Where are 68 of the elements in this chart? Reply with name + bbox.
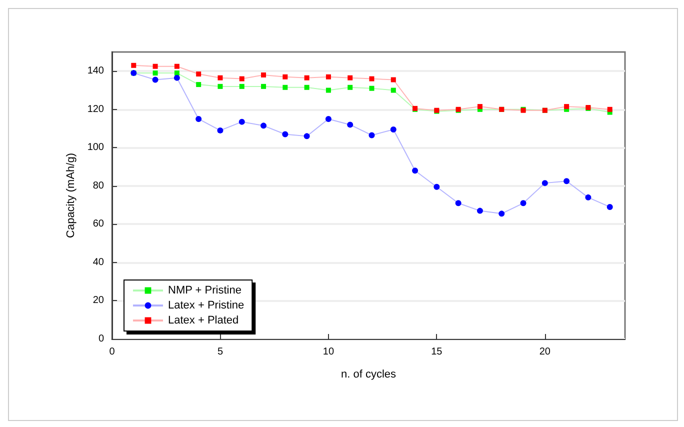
y-tick-label: 120	[87, 104, 104, 115]
y-tick-label: 40	[92, 256, 104, 268]
point	[239, 84, 244, 89]
y-tick-label: 60	[92, 218, 104, 230]
point	[325, 116, 332, 122]
point	[260, 122, 267, 129]
y-tick-label: 80	[92, 180, 104, 192]
x-tick-label: 10	[322, 346, 334, 358]
point	[152, 64, 158, 69]
point	[282, 84, 288, 90]
point	[368, 132, 375, 138]
point	[390, 126, 396, 132]
point	[542, 180, 548, 186]
point	[304, 75, 310, 80]
point	[174, 74, 180, 81]
point	[585, 194, 592, 200]
x-axis-title: n. of cycles	[340, 368, 397, 380]
point	[282, 74, 288, 80]
y-tick-label: 0	[98, 334, 104, 344]
point	[606, 204, 613, 210]
point	[304, 133, 310, 140]
point	[152, 70, 158, 76]
point	[174, 64, 180, 69]
point	[455, 200, 462, 206]
x-tick-label: 0	[109, 346, 116, 358]
point	[369, 86, 374, 91]
point	[261, 84, 266, 89]
point	[564, 178, 570, 184]
point	[348, 75, 353, 80]
point	[218, 75, 223, 80]
point	[174, 70, 180, 76]
point	[477, 104, 482, 110]
point	[390, 77, 396, 82]
point	[434, 184, 440, 190]
point	[131, 62, 136, 68]
point	[261, 72, 266, 78]
point	[239, 76, 244, 82]
point	[282, 131, 288, 138]
x-tick-label: 15	[431, 346, 443, 358]
point	[412, 168, 418, 174]
point	[217, 127, 224, 134]
y-tick-label: 20	[92, 295, 104, 306]
point	[196, 116, 202, 122]
point	[390, 88, 396, 93]
legend-label: Latex + Plated	[168, 314, 239, 326]
x-tick-label: 20	[539, 346, 551, 358]
point	[152, 76, 158, 83]
point	[196, 72, 202, 77]
point	[326, 88, 331, 93]
point	[476, 208, 483, 214]
point	[347, 122, 354, 128]
legend-label: NMP + Pristine	[168, 284, 242, 296]
point	[564, 104, 570, 110]
point	[520, 200, 526, 206]
point	[607, 106, 612, 112]
point	[238, 118, 245, 125]
point	[326, 74, 331, 80]
point	[369, 76, 374, 82]
legend-label: Latex + Pristine	[168, 300, 244, 312]
y-tick-label: 100	[87, 142, 104, 154]
point	[348, 84, 353, 90]
point	[498, 210, 505, 217]
point	[304, 84, 310, 90]
point	[196, 82, 202, 88]
point	[218, 84, 223, 89]
x-tick-label: 5	[217, 346, 224, 358]
y-tick-label: 140	[87, 66, 104, 77]
y-axis-title: Capacity (mAh/g)	[64, 153, 77, 238]
